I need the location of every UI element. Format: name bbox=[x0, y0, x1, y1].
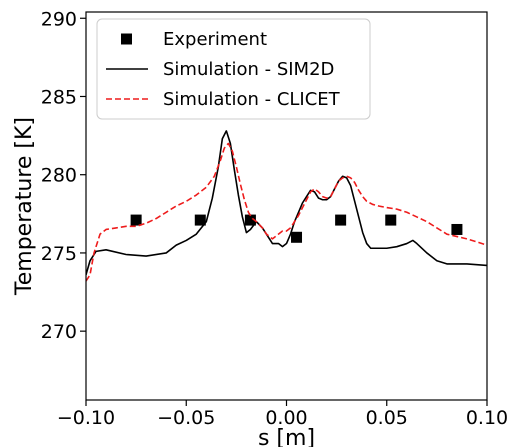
series-line bbox=[86, 130, 487, 276]
data-point bbox=[451, 223, 463, 235]
legend-label: Simulation - SIM2D bbox=[163, 59, 334, 80]
x-tick-label: −0.10 bbox=[57, 407, 115, 429]
y-tick-label: 285 bbox=[41, 86, 77, 108]
series-experiment bbox=[130, 214, 463, 243]
y-tick-label: 275 bbox=[41, 243, 77, 265]
y-tick-label: 290 bbox=[41, 8, 77, 30]
data-point bbox=[130, 214, 142, 226]
legend-box bbox=[96, 18, 371, 120]
legend-item: Experiment bbox=[121, 29, 267, 50]
y-tick-label: 280 bbox=[41, 165, 77, 187]
data-point bbox=[244, 214, 256, 226]
legend-swatch bbox=[121, 33, 132, 45]
legend-label: Simulation - CLICET bbox=[163, 89, 341, 110]
x-tick-label: 0.00 bbox=[265, 407, 307, 429]
legend: Experiment Simulation - SIM2D Simulation -… bbox=[96, 18, 371, 120]
series-line bbox=[86, 142, 487, 282]
x-tick-label: 0.05 bbox=[366, 407, 408, 429]
data-point bbox=[291, 231, 303, 243]
data-point bbox=[385, 214, 397, 226]
plot-area bbox=[86, 130, 487, 282]
y-tick-label: 270 bbox=[41, 321, 77, 343]
x-axis-label: s [m] bbox=[258, 426, 315, 447]
y-axis-label: Temperature [K] bbox=[12, 117, 37, 296]
legend-item: Simulation - CLICET bbox=[106, 89, 341, 110]
legend-item: Simulation - SIM2D bbox=[106, 59, 334, 80]
data-point bbox=[194, 214, 206, 226]
legend-label: Experiment bbox=[163, 29, 267, 50]
x-tick-label: 0.10 bbox=[466, 407, 508, 429]
x-tick-label: −0.05 bbox=[157, 407, 215, 429]
series-simulation-clicet bbox=[86, 142, 487, 282]
series-simulation-sim2d bbox=[86, 130, 487, 276]
axes: −0.10 −0.05 0.00 0.05 0.10 270 275 280 285 290 bbox=[41, 8, 508, 429]
data-point bbox=[335, 214, 347, 226]
